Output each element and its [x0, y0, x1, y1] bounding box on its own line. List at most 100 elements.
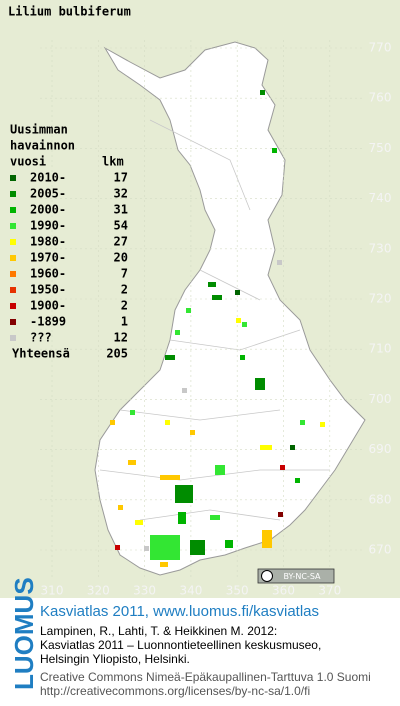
legend-swatch [10, 175, 16, 181]
grid: 310 320 330 340 350 360 3706706806907007107207… [40, 40, 391, 598]
legend-label: 2000- [30, 203, 66, 217]
total-label: Yhteensä [12, 347, 70, 361]
legend-label: 1970- [30, 251, 66, 265]
legend-label: 1990- [30, 219, 66, 233]
dot [190, 540, 205, 555]
x-grid-label: 360 [272, 584, 295, 598]
dot [190, 430, 195, 435]
dot [295, 478, 300, 483]
dot [225, 540, 233, 548]
dot [135, 520, 143, 525]
legend-label: -1899 [30, 315, 66, 329]
dot [160, 475, 180, 480]
badge-frame [257, 568, 335, 584]
y-grid-label: 760 [369, 91, 392, 105]
finland-outline [94, 41, 366, 576]
y-grid-label: 730 [369, 241, 392, 255]
legend-swatch [10, 271, 16, 277]
citation-line: Helsingin Yliopisto, Helsinki. [40, 652, 190, 666]
occurrence-dots [110, 90, 325, 567]
footer-background [0, 598, 400, 702]
dot [182, 388, 187, 393]
legend-count: 17 [114, 171, 128, 185]
citation-line: Lampinen, R., Lahti, T. & Heikkinen M. 2… [40, 624, 277, 638]
legend-swatch [10, 287, 16, 293]
legend-count: 31 [114, 203, 128, 217]
dot [144, 546, 149, 551]
legend-count: 20 [114, 251, 128, 265]
y-grid-label: 680 [369, 492, 392, 506]
y-grid-label: 720 [369, 292, 392, 306]
footer-text: Lampinen, R., Lahti, T. & Heikkinen M. 2… [40, 624, 371, 698]
dot [160, 562, 168, 567]
y-grid-label: 690 [369, 442, 392, 456]
cc-icon [261, 570, 273, 582]
dot [278, 512, 283, 517]
region-borders [99, 119, 330, 521]
legend-label: 1900- [30, 299, 66, 313]
dot [130, 410, 135, 415]
legend-swatch [10, 223, 16, 229]
dot [272, 148, 277, 153]
dot [210, 515, 220, 520]
y-grid-label: 710 [369, 342, 392, 356]
dot [175, 485, 193, 503]
dot [118, 505, 123, 510]
legend-swatch [10, 303, 16, 309]
legend-swatch [10, 191, 16, 197]
legend-label: 1960- [30, 267, 66, 281]
dot [290, 445, 295, 450]
legend-label: 1980- [30, 235, 66, 249]
license-badge: BY-NC-SA [257, 568, 335, 584]
legend-label: 2005- [30, 187, 66, 201]
map-title: Lilium bulbiferum [8, 5, 131, 19]
dot [215, 465, 225, 475]
dot [178, 512, 186, 524]
dot [128, 460, 136, 465]
legend-swatch [10, 239, 16, 245]
dot [320, 422, 325, 427]
license-line: Creative Commons Nimeä-Epäkaupallinen-Ta… [40, 670, 371, 684]
legend-count: 27 [114, 235, 128, 249]
legend-swatch [10, 319, 16, 325]
total-count: 205 [106, 347, 128, 361]
dot [280, 465, 285, 470]
legend-heading: vuosi [10, 155, 46, 169]
legend-swatch [10, 255, 16, 261]
dot [175, 330, 180, 335]
legend-count-heading: lkm [102, 155, 124, 169]
legend-count: 7 [121, 267, 128, 281]
dot [186, 308, 191, 313]
x-grid-label: 330 [133, 584, 156, 598]
logo: LUOMUS [9, 577, 39, 690]
dot [300, 420, 305, 425]
y-grid-label: 670 [369, 543, 392, 557]
dot [235, 290, 240, 295]
x-grid-label: 340 [179, 584, 202, 598]
dot [115, 545, 120, 550]
legend-label: 2010- [30, 171, 66, 185]
dot [208, 282, 216, 287]
legend-swatch [10, 207, 16, 213]
legend-count: 12 [114, 331, 128, 345]
y-grid-label: 700 [369, 392, 392, 406]
dot [110, 420, 115, 425]
headline: Kasviatlas 2011, www.luomus.fi/kasviatla… [40, 603, 319, 620]
legend-count: 1 [121, 315, 128, 329]
x-grid-label: 350 [226, 584, 249, 598]
x-grid-label: 320 [87, 584, 110, 598]
y-grid-label: 750 [369, 141, 392, 155]
dot [255, 378, 265, 390]
citation-line: Kasviatlas 2011 – Luonnontieteellinen ke… [40, 638, 321, 652]
license-line: http://creativecommons.org/licenses/by-n… [40, 684, 310, 698]
dot [212, 295, 222, 300]
legend-count: 2 [121, 299, 128, 313]
badge-text: BY-NC-SA [283, 572, 321, 581]
dot [260, 445, 272, 450]
dot [277, 260, 282, 265]
dot [165, 420, 170, 425]
legend-swatch [10, 335, 16, 341]
dot [242, 322, 247, 327]
